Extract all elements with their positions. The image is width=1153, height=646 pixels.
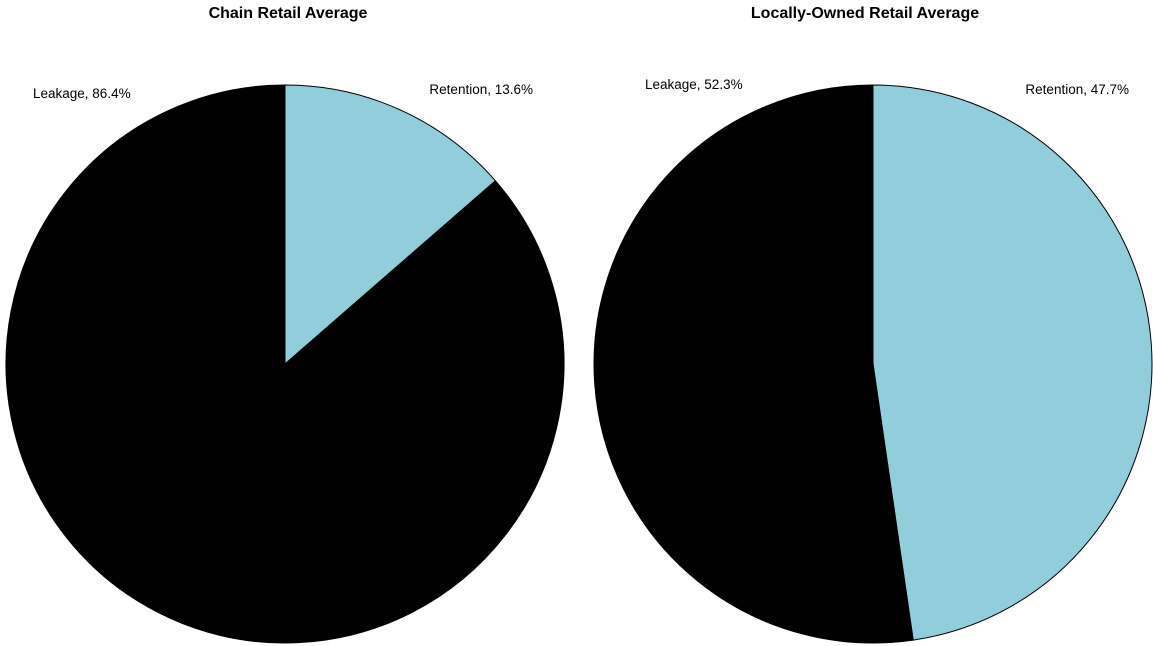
slice-label-leakage: Leakage, 52.3% xyxy=(645,77,743,92)
pie-chart-locally-owned-retail: Locally-Owned Retail Average Retention, … xyxy=(577,0,1153,646)
slice-label-retention: Retention, 47.7% xyxy=(1025,82,1129,97)
pie-slice-leakage xyxy=(593,84,914,644)
pie-slice-retention xyxy=(284,84,497,366)
slice-label-retention: Retention, 13.6% xyxy=(429,82,533,97)
pie-plot: Retention, 13.6% Leakage, 86.4% xyxy=(5,82,565,644)
pie-slice-leakage xyxy=(5,84,565,644)
pie-slice-retention xyxy=(872,84,1153,641)
pie-plot: Retention, 47.7% Leakage, 52.3% xyxy=(593,77,1153,644)
pie-chart-chain-retail: Chain Retail Average Retention, 13.6% Lea… xyxy=(0,0,576,646)
chart-title: Locally-Owned Retail Average xyxy=(750,5,980,22)
slice-label-leakage: Leakage, 86.4% xyxy=(33,86,131,101)
chart-title: Chain Retail Average xyxy=(208,5,368,22)
